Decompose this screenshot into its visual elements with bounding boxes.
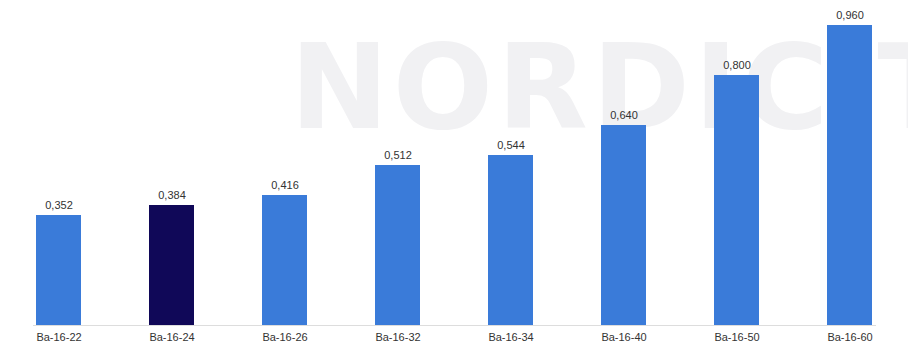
svg-text:0,512: 0,512: [384, 149, 412, 161]
svg-text:Ba-16-50: Ba-16-50: [714, 331, 759, 343]
svg-text:Ba-16-40: Ba-16-40: [601, 331, 646, 343]
svg-text:Ba-16-60: Ba-16-60: [827, 331, 872, 343]
svg-text:0,384: 0,384: [158, 189, 186, 201]
svg-text:Ba-16-32: Ba-16-32: [375, 331, 420, 343]
svg-text:0,544: 0,544: [497, 139, 525, 151]
svg-text:Ba-16-34: Ba-16-34: [488, 331, 533, 343]
svg-text:0,416: 0,416: [271, 179, 299, 191]
svg-text:0,352: 0,352: [45, 199, 73, 211]
svg-text:Ba-16-24: Ba-16-24: [149, 331, 194, 343]
svg-text:Ba-16-26: Ba-16-26: [262, 331, 307, 343]
svg-text:0,960: 0,960: [836, 9, 864, 21]
svg-text:0,800: 0,800: [723, 59, 751, 71]
svg-text:Ba-16-22: Ba-16-22: [36, 331, 81, 343]
svg-text:0,640: 0,640: [610, 109, 638, 121]
